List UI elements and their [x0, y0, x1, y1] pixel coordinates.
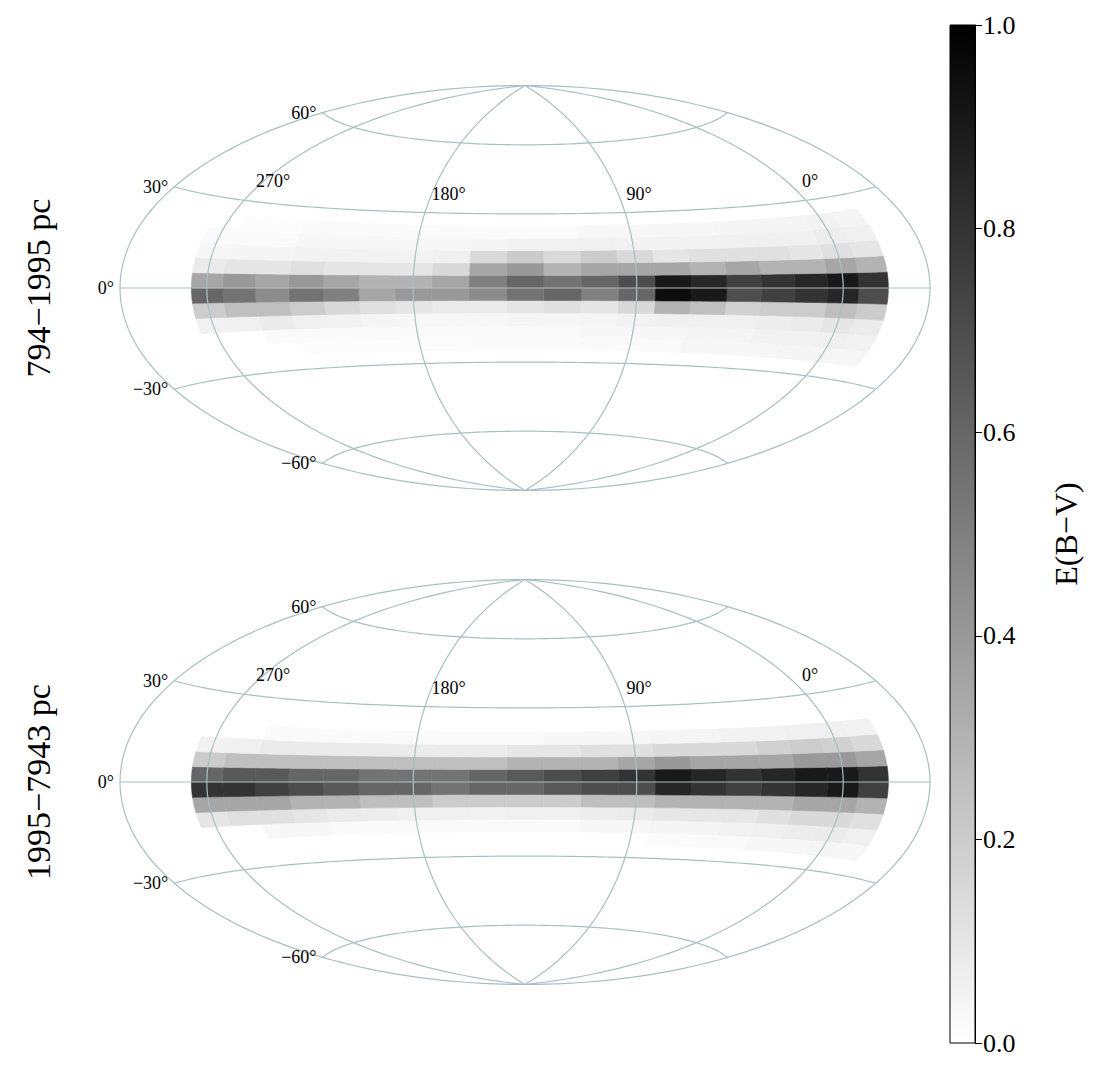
svg-text:90°: 90° — [627, 184, 652, 204]
svg-text:0.4: 0.4 — [983, 621, 1016, 650]
svg-text:1.0: 1.0 — [983, 11, 1016, 40]
svg-text:0°: 0° — [802, 665, 818, 685]
svg-text:−60°: −60° — [281, 947, 316, 967]
svg-text:30°: 30° — [143, 671, 168, 691]
svg-text:0°: 0° — [98, 772, 114, 792]
svg-text:0°: 0° — [802, 171, 818, 191]
svg-text:−30°: −30° — [133, 873, 168, 893]
svg-text:794−1995 pc: 794−1995 pc — [20, 199, 57, 378]
svg-text:1995−7943 pc: 1995−7943 pc — [20, 684, 57, 880]
svg-text:30°: 30° — [143, 177, 168, 197]
svg-text:60°: 60° — [291, 103, 316, 123]
svg-text:0°: 0° — [98, 278, 114, 298]
svg-text:−60°: −60° — [281, 453, 316, 473]
svg-text:270°: 270° — [256, 665, 290, 685]
svg-text:90°: 90° — [627, 678, 652, 698]
svg-text:0.6: 0.6 — [983, 418, 1016, 447]
svg-text:0.2: 0.2 — [983, 825, 1016, 854]
svg-text:60°: 60° — [291, 597, 316, 617]
svg-text:180°: 180° — [431, 184, 465, 204]
svg-text:0.0: 0.0 — [983, 1029, 1016, 1058]
svg-text:0.8: 0.8 — [983, 214, 1016, 243]
svg-text:−30°: −30° — [133, 379, 168, 399]
svg-text:180°: 180° — [431, 678, 465, 698]
svg-text:270°: 270° — [256, 171, 290, 191]
svg-text:E(B−V): E(B−V) — [1048, 482, 1084, 585]
